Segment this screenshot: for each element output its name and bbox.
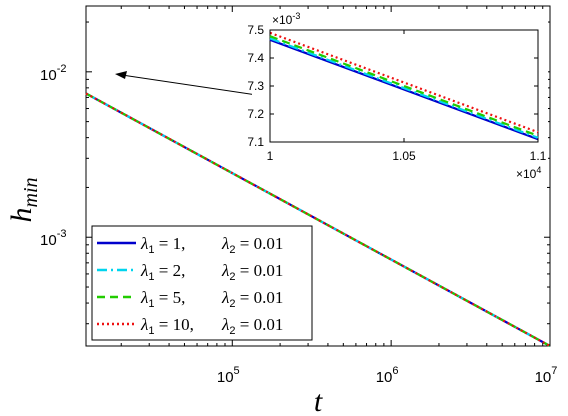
- legend-lambda2: λ2 = 0.01: [221, 315, 283, 337]
- y-axis-label: hmin: [5, 178, 42, 223]
- inset-y-multiplier: ×10-3: [272, 11, 300, 27]
- legend-lambda1: λ1 = 2,: [140, 261, 185, 283]
- x-tick-label: 105: [217, 365, 240, 386]
- legend-lambda1: λ1 = 5,: [140, 288, 185, 310]
- inset-y-ticks: 7.1 7.2 7.3 7.4 7.5: [247, 23, 538, 149]
- svg-text:hmin: hmin: [5, 178, 42, 223]
- legend-entry-3: λ1 = 5, λ2 = 0.01: [97, 288, 283, 310]
- main-x-ticks: 105 106 107: [120, 6, 558, 386]
- legend-box: [91, 225, 313, 341]
- inset-x-ticks: 1 1.05 1.1: [267, 30, 547, 163]
- legend-lambda2: λ2 = 0.01: [221, 261, 283, 283]
- inset-series-line-3: [269, 35, 539, 137]
- inset-x-tick-label: 1: [267, 149, 274, 163]
- inset-y-tick-label: 7.2: [247, 107, 264, 121]
- y-axis-label-sub: min: [20, 178, 42, 208]
- main-series-lines: [85, 92, 551, 347]
- main-series-line-4: [85, 92, 551, 347]
- inset-y-tick-label: 7.5: [247, 23, 264, 37]
- y-tick-label: 10-2: [40, 63, 66, 84]
- inset-series-lines: [269, 31, 539, 141]
- legend-lambda2: λ2 = 0.01: [221, 234, 283, 256]
- y-axis-label-main: h: [5, 208, 38, 223]
- legend-entry-1: λ1 = 1, λ2 = 0.01: [97, 234, 283, 256]
- main-series-line-3: [85, 92, 551, 347]
- inset-y-tick-label: 7.4: [247, 51, 264, 65]
- inset-y-tick-label: 7.3: [247, 79, 264, 93]
- x-tick-label: 107: [535, 365, 558, 386]
- legend-lambda1: λ1 = 1,: [140, 234, 185, 256]
- annotation-arrow: [115, 71, 271, 98]
- inset-x-tick-label: 1.05: [392, 149, 416, 163]
- main-y-ticks: 10-3 10-2: [40, 21, 550, 325]
- inset-series-line-1: [269, 38, 539, 141]
- legend-lambda1: λ1 = 10,: [140, 315, 194, 337]
- inset-y-tick-label: 7.1: [247, 135, 264, 149]
- x-axis-label: t: [314, 385, 323, 416]
- inset-series-line-2: [269, 37, 539, 139]
- y-tick-label: 10-3: [40, 228, 66, 249]
- legend-entry-2: λ1 = 2, λ2 = 0.01: [97, 261, 283, 283]
- legend-entry-4: λ1 = 10, λ2 = 0.01: [97, 315, 283, 337]
- inset-x-tick-label: 1.1: [530, 149, 547, 163]
- legend-lambda2: λ2 = 0.01: [221, 288, 283, 310]
- x-tick-label: 106: [376, 365, 399, 386]
- inset-x-multiplier: ×104: [516, 165, 541, 181]
